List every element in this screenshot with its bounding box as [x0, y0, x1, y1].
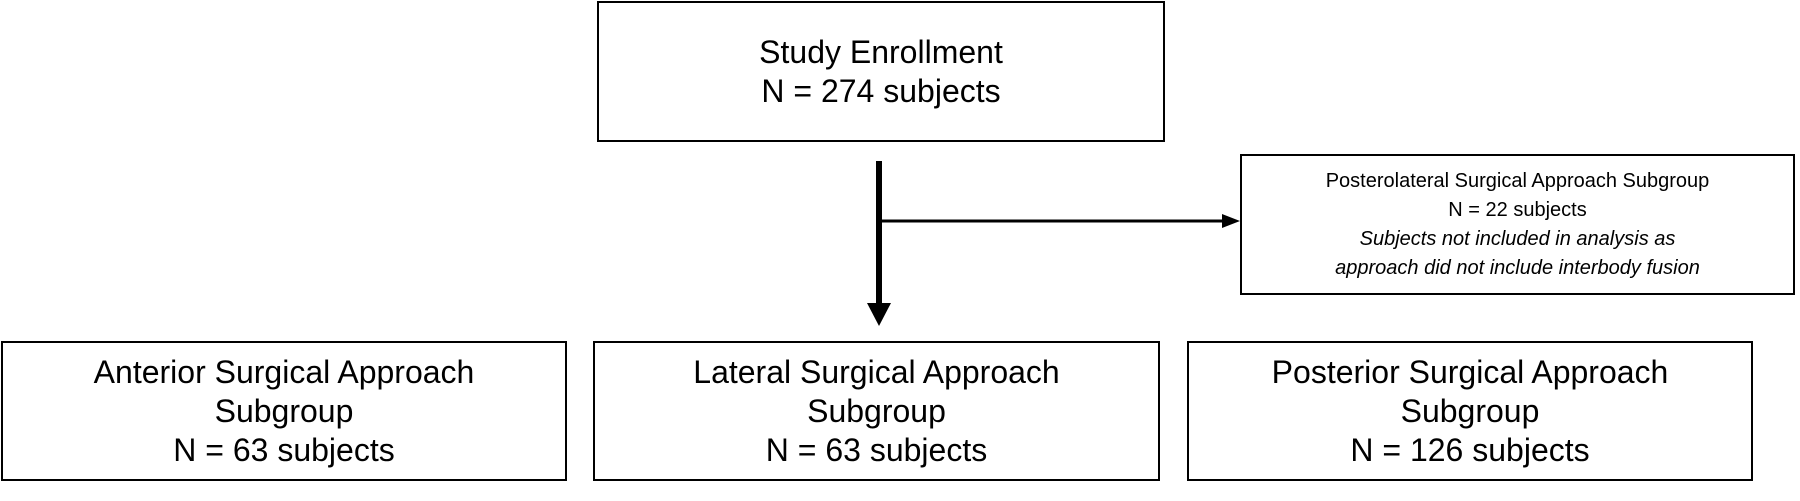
study-enrollment-title: Study Enrollment — [759, 33, 1003, 70]
exclusion-note-line-1: Subjects not included in analysis as — [1359, 227, 1676, 250]
study-enrollment-box: Study Enrollment N = 274 subjects — [597, 1, 1165, 142]
exclusion-branch-arrowhead — [1222, 214, 1240, 228]
lateral-subgroup-label: Subgroup — [807, 392, 946, 429]
anterior-subgroup-count: N = 63 subjects — [173, 431, 395, 468]
posterior-subgroup-label: Subgroup — [1400, 392, 1540, 429]
posterior-subgroup-count: N = 126 subjects — [1350, 431, 1590, 468]
anterior-subgroup-label: Subgroup — [214, 392, 354, 429]
exclusion-note-line-2: approach did not include interbody fusio… — [1335, 256, 1700, 279]
posterior-subgroup-box: Posterior Surgical Approach Subgroup N =… — [1187, 341, 1753, 481]
lateral-subgroup-title: Lateral Surgical Approach — [693, 353, 1060, 390]
lateral-subgroup-box: Lateral Surgical Approach Subgroup N = 6… — [593, 341, 1160, 481]
posterolateral-subgroup-box: Posterolateral Surgical Approach Subgrou… — [1240, 154, 1795, 295]
study-enrollment-count: N = 274 subjects — [761, 72, 1001, 109]
posterolateral-subgroup-count: N = 22 subjects — [1448, 198, 1587, 221]
lateral-subgroup-count: N = 63 subjects — [765, 431, 988, 468]
anterior-subgroup-box: Anterior Surgical Approach Subgroup N = … — [1, 341, 567, 481]
main-flow-arrowhead — [867, 303, 891, 326]
posterior-subgroup-title: Posterior Surgical Approach — [1271, 353, 1669, 390]
anterior-subgroup-title: Anterior Surgical Approach — [93, 353, 475, 390]
posterolateral-subgroup-title: Posterolateral Surgical Approach Subgrou… — [1325, 169, 1710, 192]
